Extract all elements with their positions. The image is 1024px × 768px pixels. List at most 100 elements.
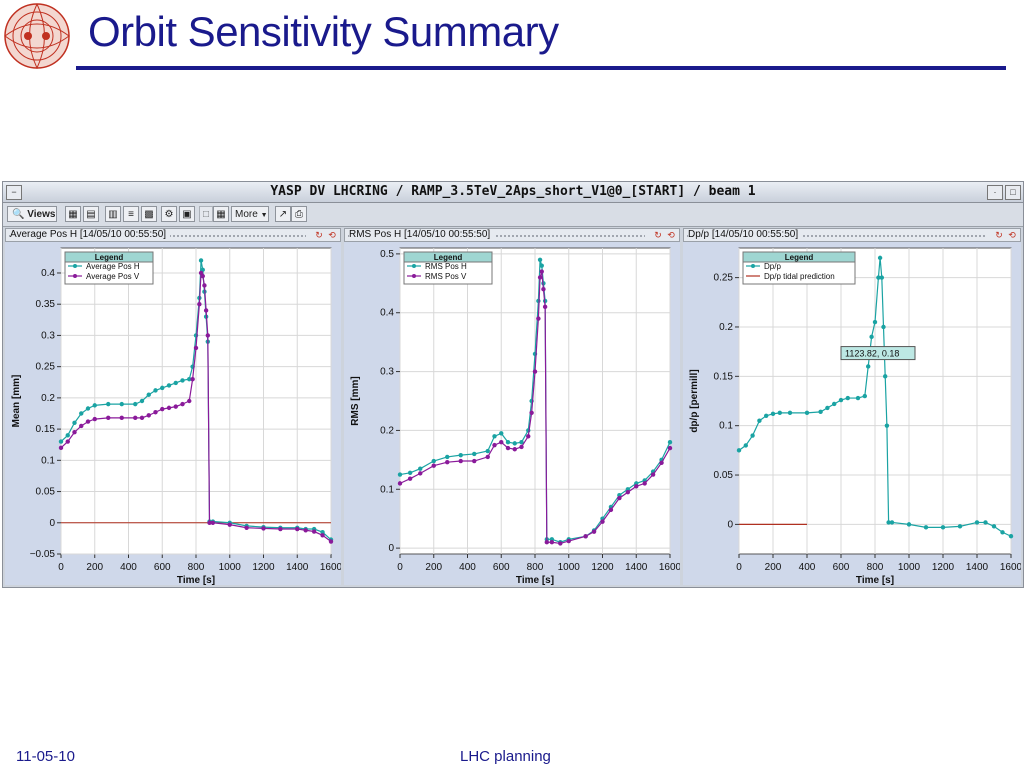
layout-tiles-icon[interactable]: ▩: [141, 206, 157, 222]
layout-rows-icon[interactable]: ≡: [123, 206, 139, 222]
data-point: [418, 466, 423, 471]
x-tick-label: 1400: [966, 562, 989, 573]
x-tick-label: 400: [459, 562, 476, 573]
data-point: [549, 540, 555, 545]
legend-marker: [751, 264, 755, 268]
x-tick-label: 200: [425, 562, 442, 573]
window-menu-icon[interactable]: −: [6, 185, 22, 200]
layout-columns-icon[interactable]: ▥: [105, 206, 121, 222]
x-tick-label: 800: [188, 562, 205, 573]
data-point: [818, 409, 823, 415]
sync-icon[interactable]: ⟲: [667, 230, 675, 240]
x-axis-label: Time [s]: [177, 575, 215, 585]
data-point: [92, 403, 97, 408]
legend-marker: [412, 274, 416, 278]
refresh-icon[interactable]: ↻: [995, 230, 1003, 240]
settings-icon[interactable]: ⚙: [161, 206, 177, 222]
data-point: [866, 364, 871, 369]
x-tick-label: 200: [86, 562, 103, 573]
data-point: [526, 434, 531, 439]
data-point: [202, 283, 207, 288]
window-titlebar[interactable]: − YASP DV LHCRING / RAMP_3.5TeV_2Aps_sho…: [3, 182, 1023, 203]
data-point: [418, 471, 423, 476]
refresh-icon[interactable]: ↻: [315, 230, 323, 240]
maximize-icon[interactable]: □: [1005, 185, 1021, 200]
data-point: [537, 275, 543, 280]
data-point: [311, 529, 317, 534]
data-point: [407, 470, 413, 475]
y-tick-label: 0.3: [41, 330, 55, 341]
data-point: [608, 507, 614, 513]
data-point: [519, 444, 524, 450]
data-point: [173, 380, 178, 386]
data-point: [566, 538, 571, 544]
export-icon[interactable]: ↗: [275, 206, 291, 222]
data-point: [667, 439, 673, 445]
data-point: [855, 395, 861, 401]
data-point: [106, 415, 111, 421]
x-tick-label: 1600: [659, 562, 680, 573]
data-point: [119, 415, 124, 421]
sync-icon[interactable]: ⟲: [1008, 230, 1016, 240]
data-point: [187, 376, 192, 382]
chart-dpp: 0 200 400 600 800 1000 1200 1400 1600 0 0.05 0.1 0.1…: [689, 247, 1023, 586]
grid-view-icon[interactable]: ▦: [213, 206, 229, 222]
data-point: [320, 529, 325, 535]
legend-label: Average Pos V: [86, 272, 140, 281]
series-line: [60, 260, 332, 541]
x-tick-label: 1400: [286, 562, 309, 573]
data-point: [825, 405, 830, 411]
x-tick-label: 400: [799, 562, 816, 573]
minimize-icon[interactable]: ·: [987, 185, 1003, 200]
refresh-icon[interactable]: ↻: [654, 230, 662, 240]
data-point: [1008, 534, 1014, 539]
more-button[interactable]: More ▼: [231, 206, 269, 222]
print-icon[interactable]: ⎙: [291, 206, 307, 222]
y-tick-label: 0.1: [719, 421, 733, 432]
x-tick-label: 0: [58, 562, 64, 573]
data-point: [203, 308, 209, 313]
chevron-down-icon: ▼: [260, 212, 268, 219]
data-point: [119, 401, 124, 407]
data-point: [877, 255, 883, 261]
footer-title: LHC planning: [460, 748, 551, 765]
data-point: [872, 319, 878, 325]
panel-header: RMS Pos H [14/05/10 00:55:50] ↻ ⟲: [344, 228, 680, 242]
data-point: [431, 463, 436, 468]
data-point: [492, 434, 497, 439]
x-tick-label: 1600: [1000, 562, 1021, 573]
data-point: [532, 369, 538, 374]
x-tick-label: 1200: [591, 562, 614, 573]
blank-icon[interactable]: □: [199, 206, 213, 222]
data-point: [659, 460, 664, 465]
data-point: [445, 460, 450, 465]
x-tick-label: 800: [527, 562, 544, 573]
layout-grid-icon[interactable]: ▦: [65, 206, 81, 222]
data-point: [544, 540, 550, 545]
data-point: [634, 484, 639, 489]
layout-split-icon[interactable]: ▤: [83, 206, 99, 222]
data-point: [58, 439, 64, 444]
data-point: [210, 520, 216, 525]
data-point: [889, 520, 895, 525]
data-point: [146, 392, 151, 397]
data-point: [173, 404, 178, 409]
panel-header: Average Pos H [14/05/10 00:55:50] ↻ ⟲: [5, 228, 341, 242]
y-tick-label: 0.2: [719, 322, 733, 333]
x-tick-label: 400: [120, 562, 137, 573]
data-point: [764, 413, 769, 419]
data-point: [205, 333, 211, 338]
data-point: [492, 442, 497, 448]
views-button[interactable]: 🔍 Views: [7, 206, 57, 222]
data-point: [133, 401, 138, 407]
sync-icon[interactable]: ⟲: [328, 230, 336, 240]
data-point: [472, 451, 477, 457]
data-point: [591, 529, 597, 534]
table-icon[interactable]: ▣: [179, 206, 195, 222]
data-point: [431, 458, 436, 464]
y-tick-label: 0.5: [380, 249, 394, 260]
more-label: More: [235, 209, 258, 220]
legend-label: Average Pos H: [86, 262, 140, 271]
data-point: [244, 525, 249, 530]
data-point: [906, 522, 912, 527]
